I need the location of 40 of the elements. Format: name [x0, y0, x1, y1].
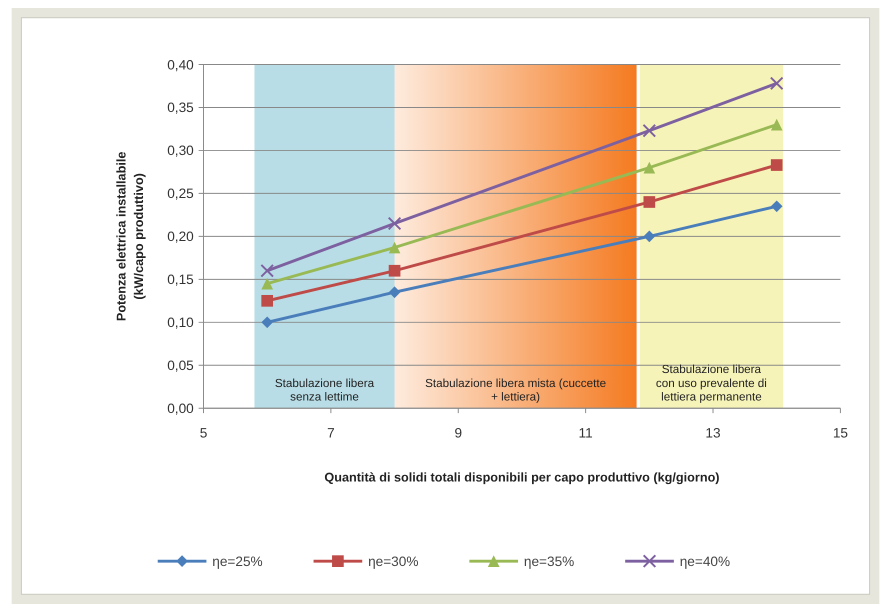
y-axis-title: Potenza elettrica installabile (kW/capo produttivo)	[114, 152, 146, 322]
point	[770, 159, 783, 171]
y-tick-label: 0,15	[167, 272, 194, 288]
band-label: Stabulazione libera mista (cuccette + lettiera)	[425, 376, 606, 404]
point	[388, 242, 400, 254]
x-tick-label: 15	[832, 425, 848, 440]
y-tick-label: 0,30	[167, 143, 194, 158]
point	[643, 196, 656, 208]
point	[770, 200, 783, 212]
point	[388, 264, 400, 277]
point	[643, 230, 656, 242]
point	[260, 264, 274, 278]
legend-label: ηe=30%	[368, 554, 418, 569]
x-tick-label: 7	[327, 425, 335, 440]
x-tick-label: 5	[200, 425, 208, 440]
band-label: Stabulazione libera con uso prevalente di lettiera permanente	[656, 363, 767, 404]
x-tick-label: 11	[578, 425, 593, 440]
point	[388, 286, 400, 298]
y-tick-label: 0,20	[167, 229, 194, 244]
y-tick-label: 0,10	[167, 315, 194, 330]
point	[642, 124, 656, 138]
point	[388, 216, 402, 230]
band-label: Stabulazione libera senza lettime	[274, 376, 375, 404]
x-axis-title: Quantità di solidi totali disponibili per capo produttivo (kg/giorno)	[324, 470, 720, 484]
x-tick-label: 13	[705, 425, 721, 440]
legend-label: ηe=25%	[212, 554, 263, 569]
point	[770, 118, 783, 130]
legend-label: ηe=35%	[524, 554, 574, 569]
legend-label: ηe=40%	[680, 554, 730, 569]
y-tick-label: 0,00	[167, 401, 194, 416]
point	[770, 76, 784, 90]
y-tick-label: 0,40	[167, 57, 194, 72]
point	[261, 316, 274, 328]
point	[261, 278, 274, 290]
y-tick-label: 0,25	[167, 186, 194, 202]
point	[261, 294, 274, 307]
point	[643, 162, 656, 174]
y-tick-label: 0,35	[167, 100, 194, 116]
y-tick-label: 0,05	[167, 358, 194, 374]
x-tick-label: 9	[454, 425, 462, 440]
